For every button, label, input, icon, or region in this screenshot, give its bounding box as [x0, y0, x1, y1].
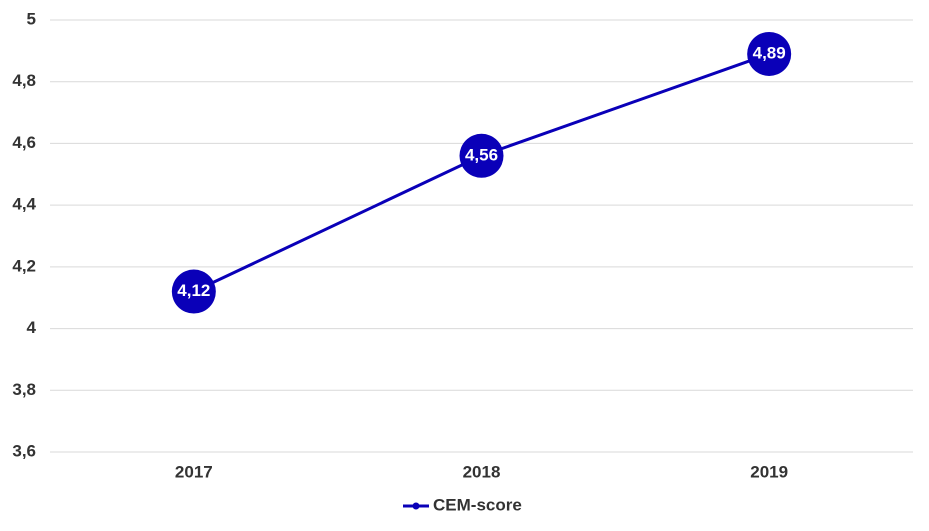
- y-tick-label: 4,4: [12, 195, 36, 214]
- data-label: 4,89: [753, 43, 786, 62]
- y-tick-label: 4: [27, 318, 37, 337]
- legend-marker: [412, 502, 420, 510]
- y-tick-label: 3,6: [12, 441, 36, 460]
- data-point: [459, 133, 504, 178]
- y-tick-label: 4,8: [12, 71, 36, 90]
- legend-label: CEM-score: [433, 495, 522, 514]
- x-tick-label: 2017: [175, 462, 213, 481]
- x-tick-label: 2019: [750, 462, 788, 481]
- y-tick-label: 3,8: [12, 380, 36, 399]
- y-tick-label: 4,2: [12, 256, 36, 275]
- data-label: 4,12: [177, 281, 210, 300]
- data-label: 4,56: [465, 145, 498, 164]
- y-tick-label: 5: [27, 9, 36, 28]
- data-point: [747, 31, 792, 76]
- data-point: [171, 269, 216, 314]
- x-tick-label: 2018: [463, 462, 501, 481]
- y-tick-label: 4,6: [12, 133, 36, 152]
